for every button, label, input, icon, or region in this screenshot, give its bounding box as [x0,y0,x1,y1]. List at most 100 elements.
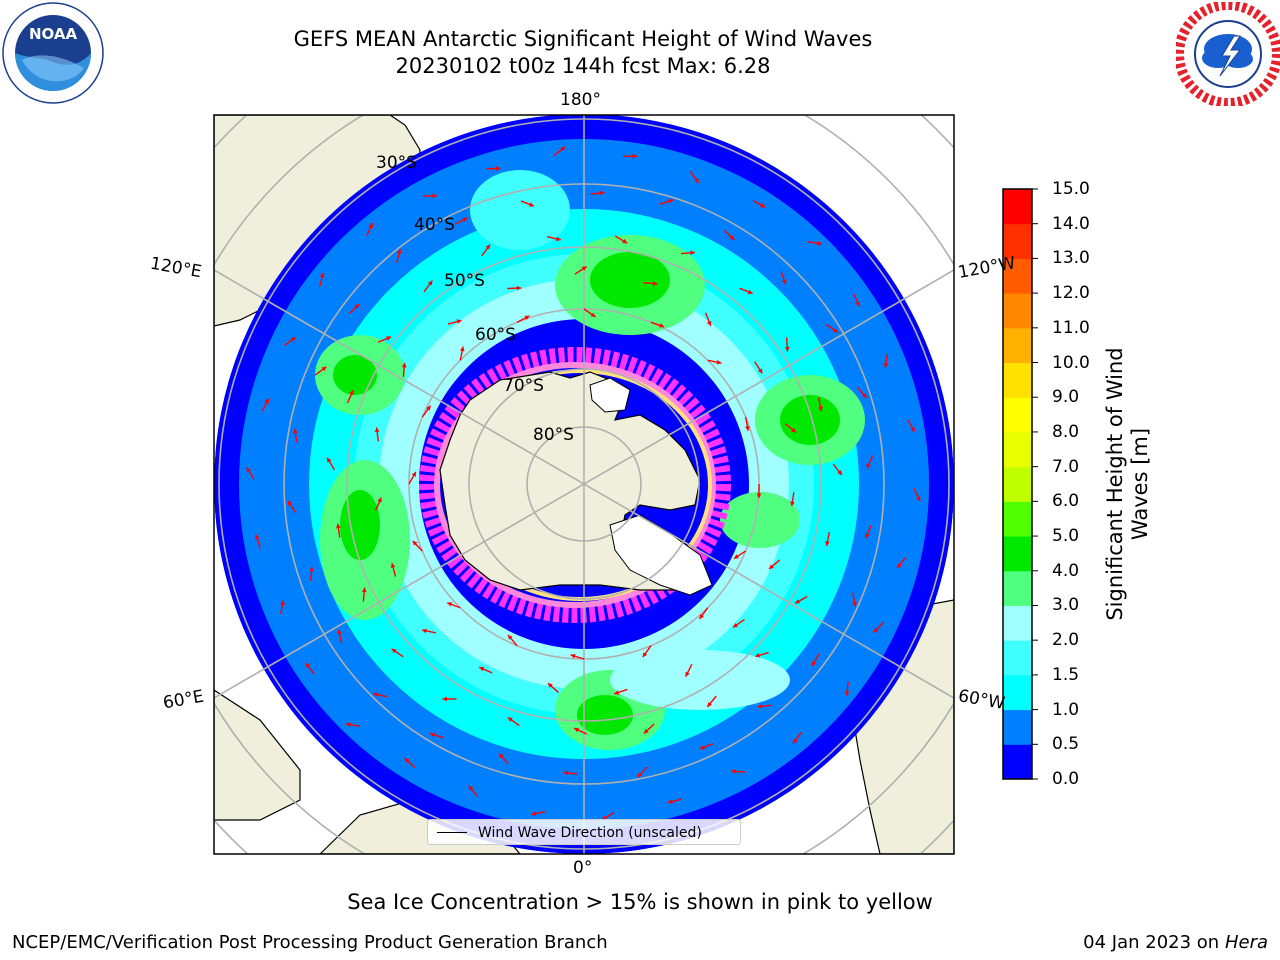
wave-arrow-head [354,304,360,309]
wave-arrow-head [386,336,392,341]
wave-arrow-head [531,811,537,817]
wave-arrow-head [401,362,407,368]
wave-arrow-head [462,217,468,222]
colorbar-segment [1003,223,1032,259]
wave-arrow-head [327,457,332,463]
wave-arrow-head [290,337,296,342]
wave-arrow-head [547,683,553,688]
wave-arrow-head [825,541,830,546]
graticule-outer [214,115,954,854]
wave-arrow-head [442,696,447,702]
wave-arrow-head [637,772,643,778]
colorbar-segment [1003,327,1032,364]
wave-arrow-head [556,236,561,242]
wave-arrow-head [685,671,690,677]
lat-label-40s: 40°S [414,215,455,235]
wave-arrow-head [390,563,396,568]
chart-subtitle: 20230102 t00z 144h fcst Max: 6.28 [395,54,771,78]
colorbar-tick-label: 1.0 [1052,699,1080,720]
colorbar-segment [1003,709,1032,745]
lon-label-180: 180° [560,90,601,110]
wave-arrow-head [731,768,736,774]
colorbar-tick-label: 5.0 [1052,526,1080,547]
colorbar-tick-label: 8.0 [1052,421,1080,442]
wave-arrow-head [833,327,838,333]
wave-arrow-head [652,281,658,286]
colorbar-segment [1003,640,1032,676]
wave-arrow-head [699,745,705,750]
wave-arrow-head [716,359,722,365]
colorbar-tick-label: 4.0 [1052,560,1080,581]
wave-arrow-head [287,500,293,506]
colorbar-segment [1003,189,1032,225]
colorbar-segment [1003,501,1032,537]
colorbar-segment [1003,397,1032,433]
wave-arrow-head [292,428,298,434]
wave-arrow-head [246,467,252,473]
wave-arrow-head [795,599,801,604]
wave-arrow-head [485,244,491,250]
wave-arrow-head [468,785,474,791]
lat-label-80s: 80°S [533,425,574,445]
wave-arrow-head [335,523,341,529]
wave-arrow-head [756,493,762,498]
wave-arrow-head [837,470,842,476]
wave-arrow-head [574,727,580,733]
wave-arrow-head [844,690,850,696]
colorbar-tick-label: 0.5 [1052,734,1080,755]
wave-arrow-head [498,753,504,759]
wave-arrow-head [757,368,763,374]
wave-arrow-head [447,602,453,607]
wave-arrow-head [668,198,674,204]
wave-arrow-head [866,463,871,469]
wave-arrow-head [459,346,465,352]
wave-arrow-head [495,166,501,171]
wave-arrow-head [745,426,750,431]
wave-arrow-head [817,240,823,246]
colorbar-tick-label: 7.0 [1052,456,1080,477]
colorbar-segment [1003,605,1032,641]
colorbar [1002,188,1038,780]
noaa-logo-text: NOAA [29,25,78,43]
wave-arrow-head [818,406,823,412]
wave-arrow-head [865,533,870,539]
wave-arrow-head [391,648,397,654]
wave-arrow-head [581,266,587,271]
wave-arrow-head [790,501,795,507]
wave-arrow-head [706,320,712,326]
wave-arrow-head [255,534,260,540]
colorbar-segment [1003,674,1032,711]
wave-arrow-head [430,732,435,738]
footer-date: 04 Jan 2023 on Hera [1083,932,1268,953]
colorbar-segment [1003,362,1032,398]
wind-wave-arrows [246,146,921,821]
wave-arrow-head [361,587,367,593]
wave-arrow-head [782,279,787,285]
wave-arrow-head [861,392,867,398]
wave-arrow-head [411,471,416,477]
national-weather-service-logo-icon [1176,2,1280,106]
colorbar-tick-label: 6.0 [1052,491,1080,512]
wave-arrow-head [667,799,673,804]
wave-arrow-head [622,238,628,244]
wave-arrow-head [791,427,797,433]
wave-arrow-head [784,346,790,352]
wave-arrow-head [733,554,739,559]
wave-arrow-head [529,202,534,207]
wave-arrow-head [321,366,327,372]
wave-arrow-head [427,280,433,286]
wave-arrow-head [563,770,569,776]
wave-arrow-head [373,692,379,697]
colorbar-tick-label: 0.0 [1052,769,1080,789]
footer-date-text: 04 Jan 2023 on [1083,932,1225,953]
wave-arrow-head [614,690,620,695]
footer-branch: NCEP/EMC/Verification Post Processing Pr… [12,932,608,953]
sea-ice-note: Sea Ice Concentration > 15% is shown in … [347,890,933,914]
colorbar-tick-label: 9.0 [1052,387,1080,408]
wave-arrow-head [374,427,380,433]
lat-label-60s: 60°S [475,325,516,345]
colorbar-frame [1002,188,1033,780]
legend-line-swatch [437,832,467,833]
wave-arrow-head [309,566,314,572]
